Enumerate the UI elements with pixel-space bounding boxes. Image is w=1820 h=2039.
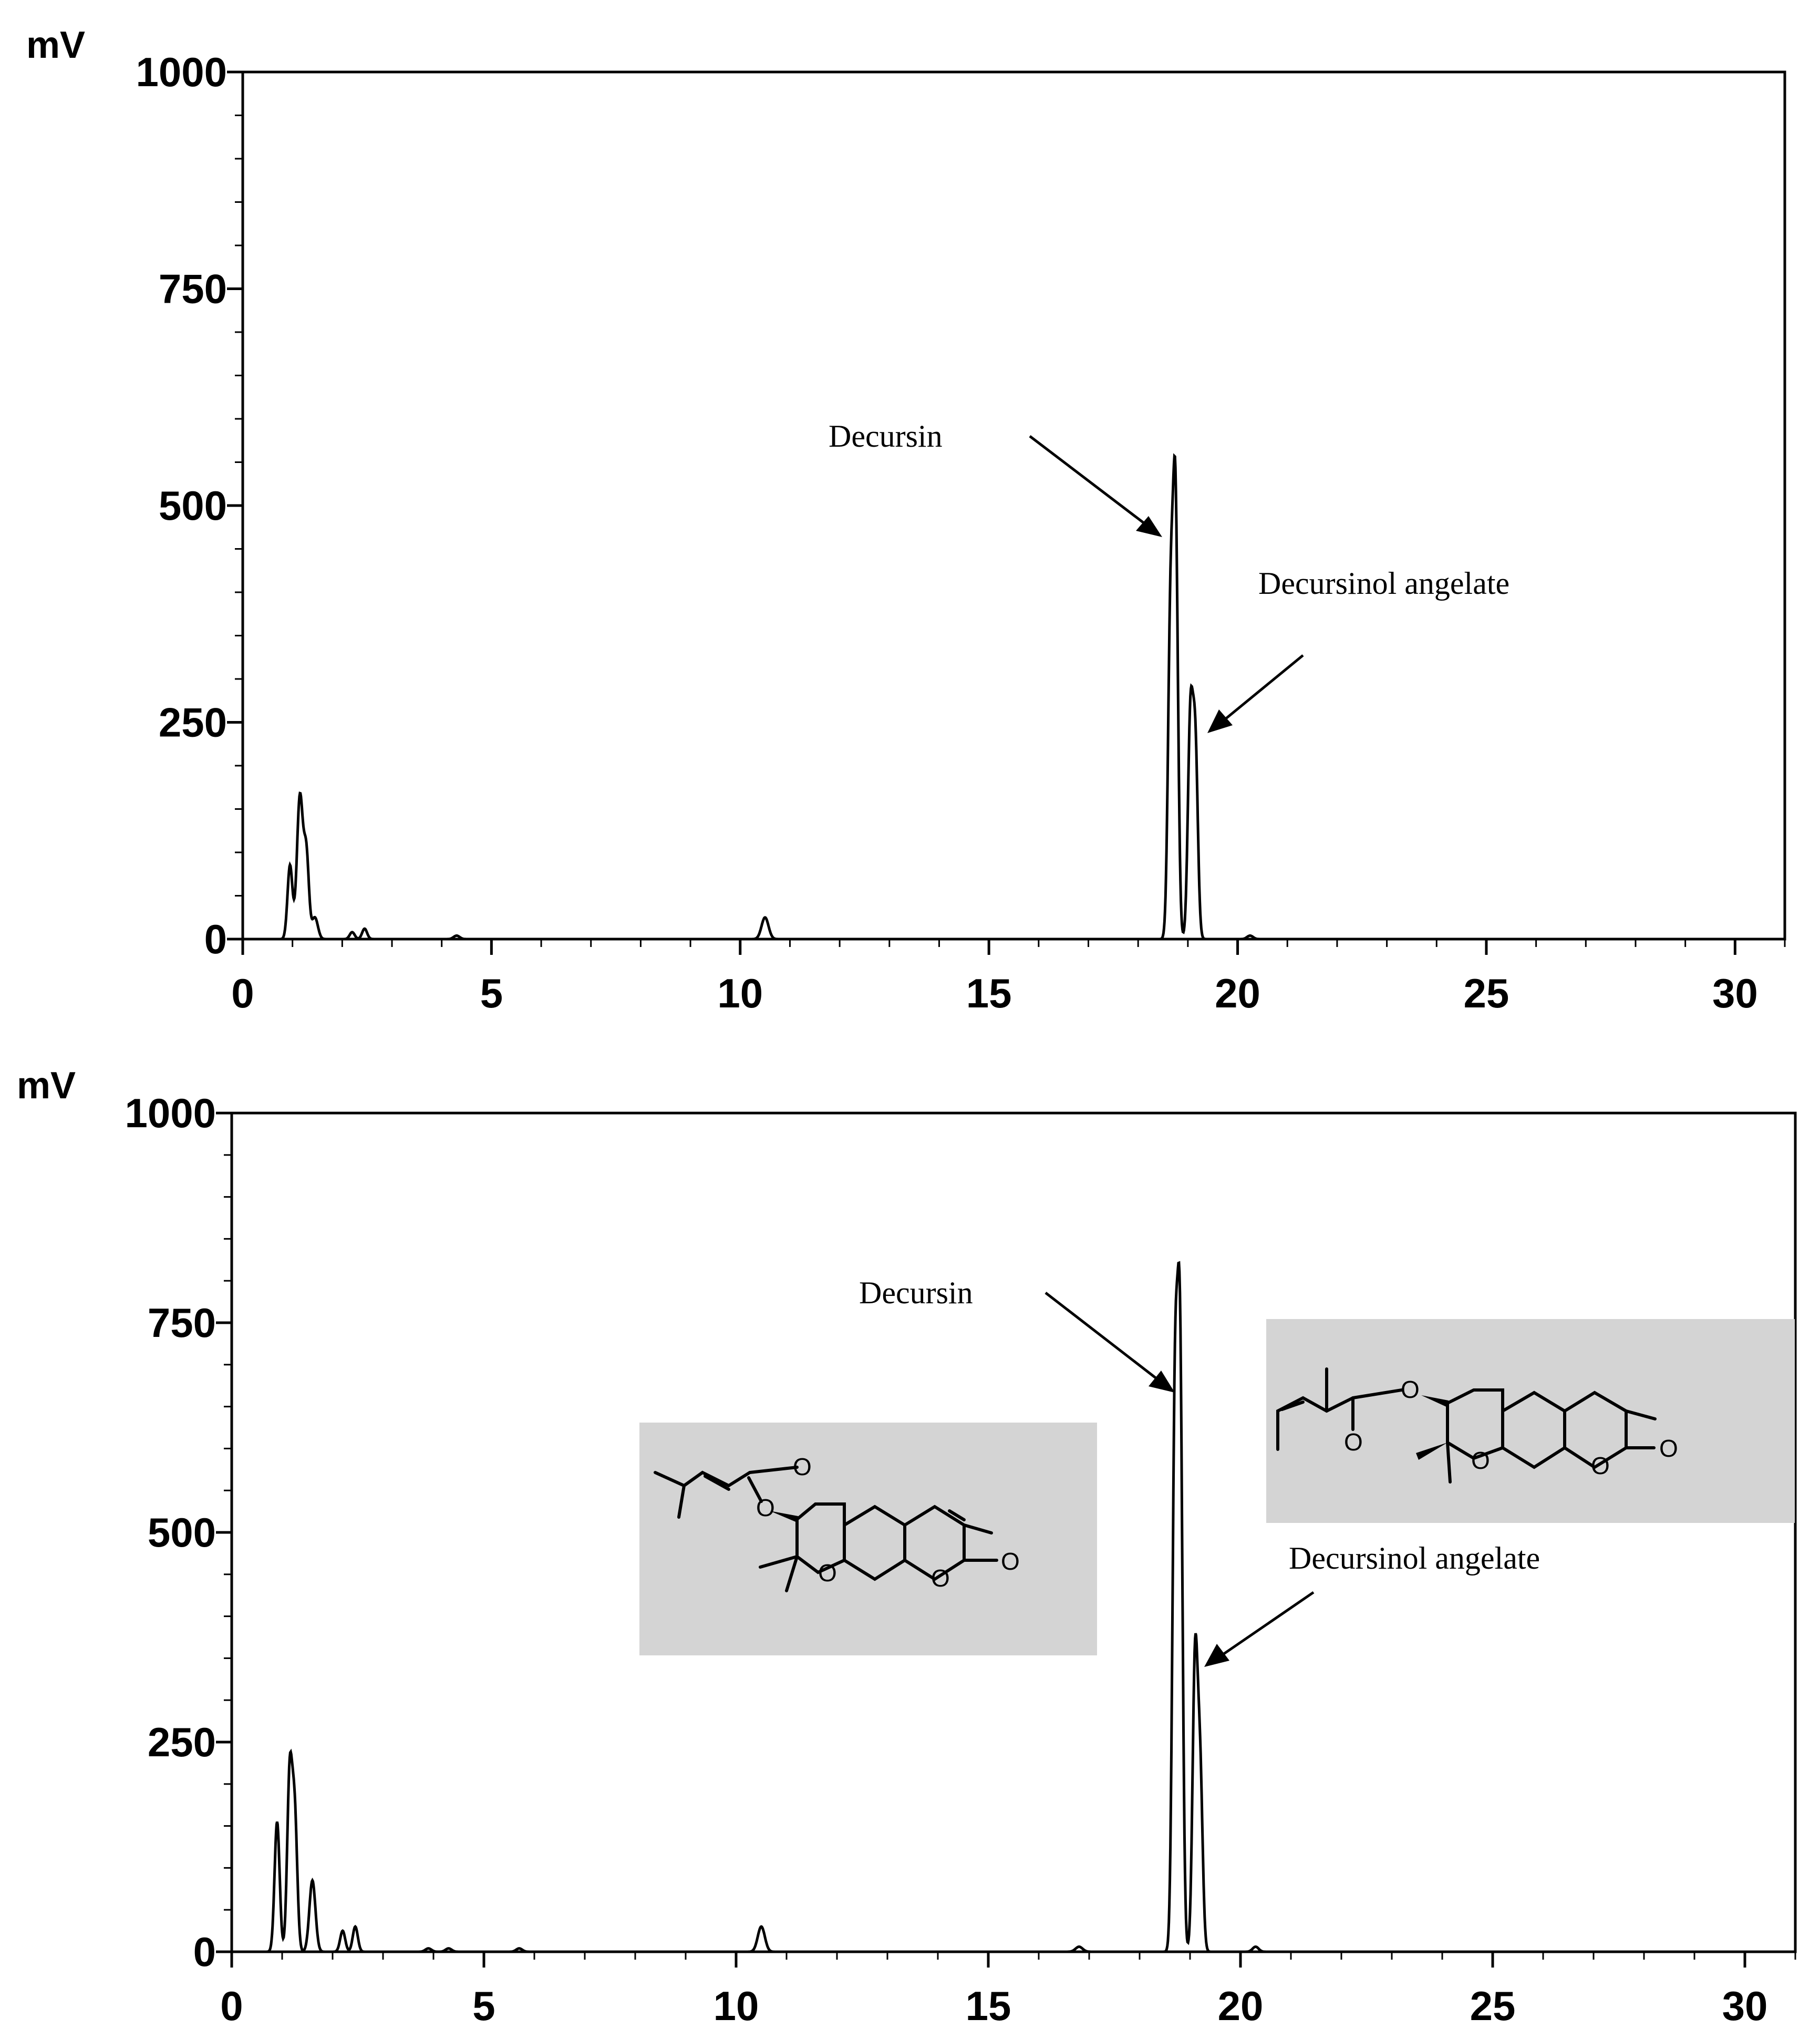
y-axis-ticks: 0 250 500 750 1000 (125, 1090, 232, 1975)
x-tick-label-20: 20 (1218, 1983, 1264, 2029)
x-tick-label-0: 0 (220, 1983, 243, 2029)
annotation-decursin-arrow (1029, 435, 1152, 529)
svg-text:O: O (1591, 1452, 1610, 1479)
x-axis-ticks: 0 5 10 15 20 25 30 (231, 939, 1758, 1016)
x-tick-label-10: 10 (717, 970, 763, 1016)
svg-text:O: O (793, 1453, 812, 1480)
annotation-decursin-arrow (1045, 1292, 1162, 1383)
x-tick-label-30: 30 (1712, 970, 1758, 1016)
decursin-structure-box (639, 1423, 1097, 1655)
minor-ticks (235, 115, 1786, 947)
chromatogram-trace (232, 1261, 1795, 1953)
x-tick-label-25: 25 (1464, 970, 1509, 1016)
annotation-decursin-arrowhead (1136, 516, 1162, 537)
annotation-decursinol-angelate-arrowhead (1204, 1644, 1229, 1667)
x-tick-label-15: 15 (966, 970, 1012, 1016)
annotation-decursinol-angelate-arrow (1223, 654, 1304, 721)
svg-text:O: O (1659, 1435, 1678, 1462)
decursin-structure: O O O O O (639, 1423, 1097, 1655)
annotation-decursinol-angelate-arrow (1221, 1591, 1315, 1657)
x-tick-label-20: 20 (1215, 970, 1260, 1016)
x-tick-label-15: 15 (966, 1983, 1011, 2029)
annotation-decursin-label: Decursin (859, 1275, 973, 1310)
svg-text:O: O (1471, 1447, 1490, 1474)
svg-text:O: O (818, 1559, 837, 1587)
chromatogram-trace (243, 453, 1785, 941)
y-axis-ticks: 0 250 500 750 1000 (136, 49, 243, 962)
svg-text:O: O (1001, 1548, 1020, 1575)
annotation-decursinol-angelate-arrowhead (1207, 709, 1233, 733)
x-tick-label-0: 0 (231, 970, 254, 1016)
x-axis-ticks: 0 5 10 15 20 25 30 (220, 1952, 1767, 2029)
decursinol-angelate-structure-box (1266, 1319, 1795, 1523)
plot-frame (241, 70, 1786, 941)
y-tick-label-0: 0 (204, 916, 227, 962)
y-unit-label: mV (17, 1065, 76, 1107)
svg-text:O: O (1344, 1428, 1363, 1456)
y-tick-label-1000: 1000 (125, 1090, 216, 1136)
y-tick-label-750: 750 (159, 266, 227, 312)
y-tick-label-0: 0 (193, 1929, 216, 1975)
decursinol-angelate-structure: O O O O O (1266, 1319, 1795, 1523)
annotation-decursinol-angelate-label: Decursinol angelate (1289, 1541, 1540, 1575)
y-unit-label: mV (26, 24, 85, 66)
svg-text:O: O (1401, 1376, 1420, 1403)
x-tick-label-30: 30 (1722, 1983, 1768, 2029)
svg-text:O: O (931, 1564, 950, 1592)
y-tick-label-750: 750 (148, 1300, 216, 1346)
x-tick-label-25: 25 (1470, 1983, 1516, 2029)
y-tick-label-500: 500 (159, 482, 227, 529)
y-tick-label-250: 250 (148, 1719, 216, 1765)
y-tick-label-250: 250 (159, 699, 227, 746)
y-tick-label-1000: 1000 (136, 49, 227, 95)
y-tick-label-500: 500 (148, 1509, 216, 1556)
x-tick-label-5: 5 (472, 1983, 495, 2029)
annotation-decursin-label: Decursin (829, 419, 943, 454)
annotation-decursinol-angelate-label: Decursinol angelate (1258, 566, 1509, 601)
x-tick-label-5: 5 (480, 970, 503, 1016)
svg-text:O: O (756, 1494, 775, 1521)
x-tick-label-10: 10 (713, 1983, 759, 2029)
annotation-decursin-arrowhead (1149, 1371, 1175, 1393)
